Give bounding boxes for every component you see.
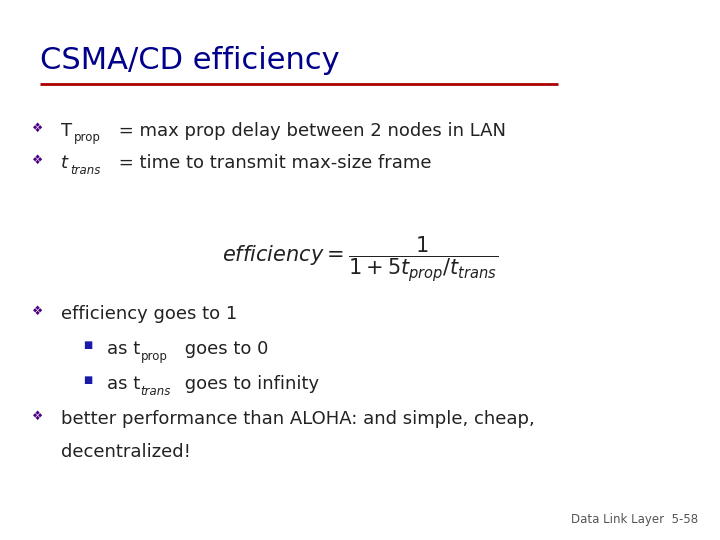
Text: ❖: ❖ — [32, 154, 44, 167]
Text: ■: ■ — [83, 340, 92, 350]
Text: $\mathit{efficiency} = \dfrac{1}{1+5t_{prop}/t_{trans}}$: $\mathit{efficiency} = \dfrac{1}{1+5t_{p… — [222, 235, 498, 284]
Text: goes to infinity: goes to infinity — [179, 375, 319, 393]
Text: trans: trans — [71, 164, 101, 177]
Text: better performance than ALOHA: and simple, cheap,: better performance than ALOHA: and simpl… — [61, 410, 535, 428]
Text: ❖: ❖ — [32, 305, 44, 318]
Text: prop: prop — [140, 350, 167, 363]
Text: t: t — [61, 154, 68, 172]
Text: CSMA/CD efficiency: CSMA/CD efficiency — [40, 46, 339, 75]
Text: = time to transmit max-size frame: = time to transmit max-size frame — [113, 154, 431, 172]
Text: prop: prop — [74, 131, 101, 144]
Text: = max prop delay between 2 nodes in LAN: = max prop delay between 2 nodes in LAN — [113, 122, 506, 139]
Text: ■: ■ — [83, 375, 92, 386]
Text: as t: as t — [107, 340, 140, 358]
Text: decentralized!: decentralized! — [61, 443, 191, 461]
Text: trans: trans — [140, 385, 171, 398]
Text: Data Link Layer  5-58: Data Link Layer 5-58 — [571, 514, 698, 526]
Text: ❖: ❖ — [32, 410, 44, 423]
Text: ❖: ❖ — [32, 122, 44, 134]
Text: T: T — [61, 122, 72, 139]
Text: goes to 0: goes to 0 — [179, 340, 268, 358]
Text: as t: as t — [107, 375, 140, 393]
Text: efficiency goes to 1: efficiency goes to 1 — [61, 305, 238, 323]
